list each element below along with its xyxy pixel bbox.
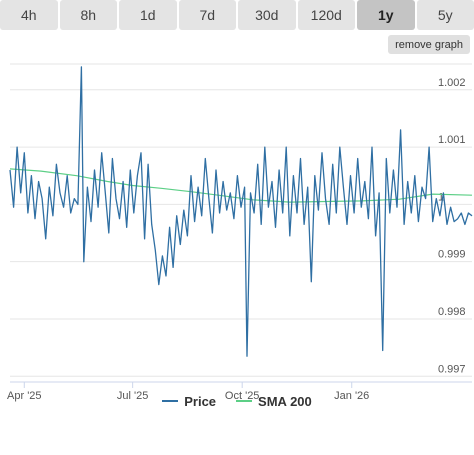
x-tick-label: Jan '26	[334, 390, 369, 402]
tab-30d[interactable]: 30d	[238, 0, 296, 30]
y-tick-label: 0.997	[438, 363, 466, 375]
series-lines	[9, 66, 473, 357]
tab-1d[interactable]: 1d	[119, 0, 177, 30]
tab-7d[interactable]: 7d	[178, 0, 236, 30]
tab-4h[interactable]: 4h	[0, 0, 58, 30]
legend-item-price[interactable]: Price	[162, 394, 216, 409]
series-line-sma-200	[9, 168, 473, 203]
legend-item-sma-200[interactable]: SMA 200	[236, 394, 312, 409]
x-tick-label: Apr '25	[7, 390, 42, 402]
x-tick-label: Jul '25	[117, 390, 148, 402]
y-tick-label: 1	[438, 191, 444, 203]
series-line-price	[9, 66, 473, 357]
y-tick-label: 0.999	[438, 249, 466, 261]
legend-label: Price	[184, 393, 217, 409]
remove-graph-button[interactable]: remove graph	[388, 35, 470, 54]
y-tick-label: 1.001	[438, 134, 466, 146]
legend-swatch	[162, 400, 179, 402]
tab-8h[interactable]: 8h	[59, 0, 117, 30]
legend-swatch	[236, 400, 253, 402]
tab-120d[interactable]: 120d	[297, 0, 355, 30]
legend-label: SMA 200	[258, 393, 312, 409]
y-axis-ticks: 0.997 0.998 0.999 1 1.001 1.002	[438, 77, 466, 375]
chart-legend: Price SMA 200	[0, 392, 474, 410]
y-tick-label: 0.998	[438, 306, 466, 318]
y-tick-label: 1.002	[438, 77, 466, 89]
grid-lines	[10, 63, 472, 383]
x-axis-ticks: Apr '25 Jul '25 Oct '25 Jan '26	[7, 382, 369, 402]
tab-1y[interactable]: 1y	[357, 0, 415, 30]
x-tick-label: Oct '25	[225, 390, 260, 402]
tab-5y[interactable]: 5y	[416, 0, 474, 30]
time-range-tabs: 4h 8h 1d 7d 30d 120d 1y 5y	[0, 0, 474, 30]
